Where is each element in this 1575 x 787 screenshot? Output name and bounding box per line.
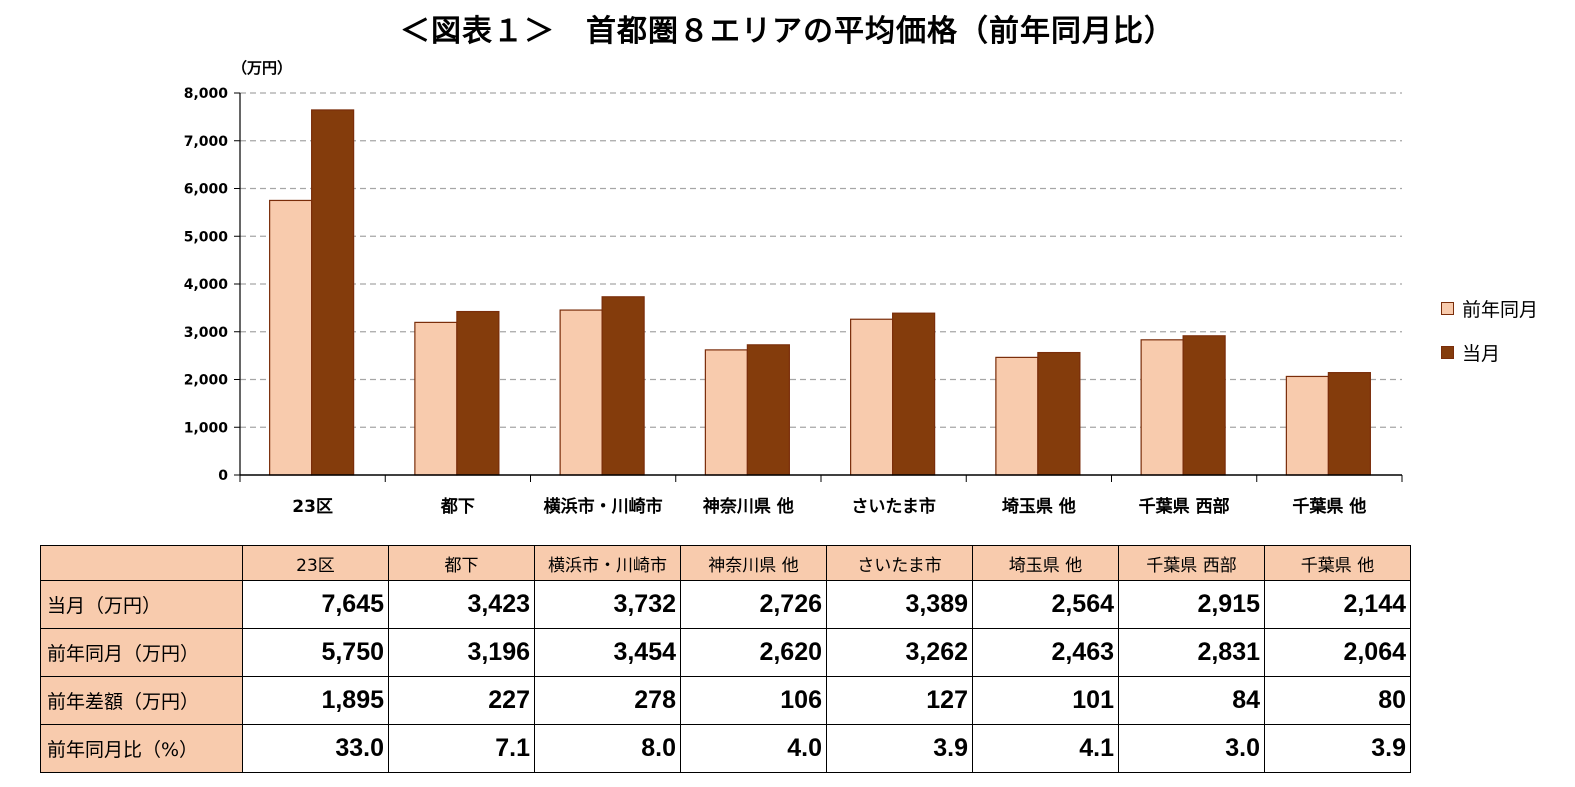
bar-current [456,310,500,476]
legend-item-prev-year: 前年同月 [1441,286,1538,330]
legend-label-current: 当月 [1462,342,1501,365]
table-row-label: 前年同月比（%） [40,724,243,773]
x-category-label: 23区 [292,497,333,517]
x-category-label: 埼玉県 他 [1002,496,1076,517]
table-value-cell: 2,463 [972,628,1119,677]
bar-current [892,312,936,476]
table-value-cell: 101 [972,676,1119,725]
table-value-cell: 106 [680,676,827,725]
y-tick-label: 4,000 [184,277,229,293]
table-value-cell: 4.0 [680,724,827,773]
table-row-label: 前年同月（万円） [40,628,243,677]
table-value-cell: 33.0 [242,724,389,773]
table-value-cell: 127 [826,676,973,725]
table-value-cell: 3,389 [826,580,973,629]
data-table: 23区 都下 横浜市・川崎市 神奈川県 他さいたま市 埼玉県 他千葉県 西部 千葉県 他当… [40,545,1411,773]
table-value-cell: 3.9 [1264,724,1411,773]
table-value-cell: 227 [388,676,535,725]
bar-prev-year [269,199,313,476]
legend-swatch-prev-year [1441,301,1454,315]
bar-prev-year [850,318,894,476]
bar-current [1037,351,1081,476]
legend: 前年同月 当月 [1441,286,1538,374]
table-value-cell: 3.0 [1118,724,1265,773]
table-value-cell: 3,423 [388,580,535,629]
y-tick-label: 7,000 [184,134,229,150]
table-value-cell: 1,895 [242,676,389,725]
table-row: 前年差額（万円） 1,895 227 278 106 127 101 84 80 [40,676,1411,725]
chart-title: ＜図表１＞ 首都圏８エリアの平均価格（前年同月比） [400,14,1175,49]
table-header-cell: 都下 [388,545,535,581]
table-value-cell: 278 [534,676,681,725]
y-tick-label: 2,000 [184,373,229,389]
table-value-cell: 7,645 [242,580,389,629]
table-header-row: 23区 都下 横浜市・川崎市 神奈川県 他さいたま市 埼玉県 他千葉県 西部 千葉県 他 [40,545,1411,581]
legend-item-current: 当月 [1441,330,1538,374]
table-value-cell: 84 [1118,676,1265,725]
table-value-cell: 2,620 [680,628,827,677]
y-tick-label: 0 [218,468,228,484]
x-category-label: 千葉県 西部 [1139,496,1230,517]
table-corner-cell [40,545,243,581]
table-value-cell: 80 [1264,676,1411,725]
table-value-cell: 3,196 [388,628,535,677]
table-row-label: 前年差額（万円） [40,676,243,725]
bar-current [1327,372,1371,476]
table-value-cell: 2,915 [1118,580,1265,629]
table-value-cell: 3,262 [826,628,973,677]
table-value-cell: 2,064 [1264,628,1411,677]
table-value-cell: 2,564 [972,580,1119,629]
y-tick-label: 8,000 [184,86,229,102]
table-header-cell: さいたま市 [826,545,973,581]
x-category-label: 神奈川県 他 [703,496,794,517]
table-row-label: 当月（万円） [40,580,243,629]
bar-current [601,296,645,476]
y-tick-label: 1,000 [184,420,229,436]
bar-current [311,109,355,476]
table-value-cell: 2,831 [1118,628,1265,677]
table-value-cell: 4.1 [972,724,1119,773]
bar-prev-year [414,321,458,476]
table-value-cell: 2,726 [680,580,827,629]
y-axis-unit-label: （万円） [232,59,293,77]
table-row: 前年同月比（%） 33.0 7.1 8.0 4.0 3.9 4.1 3.0 3.9 [40,724,1411,773]
y-tick-label: 6,000 [184,182,229,198]
bar-current [746,344,790,476]
y-tick-label: 5,000 [184,229,229,245]
table-value-cell: 2,144 [1264,580,1411,629]
table-header-cell: 千葉県 他 [1264,545,1411,581]
bar-prev-year [1285,375,1329,476]
bar-chart: 0 1,000 2,000 3,000 4,000 5,000 6,000 7,000 8,00… [184,86,1403,517]
table-value-cell: 3,732 [534,580,681,629]
table-header-cell: 23区 [242,545,389,581]
x-category-label: 都下 [440,496,475,517]
table-value-cell: 3.9 [826,724,973,773]
bar-prev-year [995,356,1039,476]
bar-prev-year [704,349,748,476]
table-row: 前年同月（万円） 5,750 3,196 3,454 2,620 3,262 2,463 2,… [40,628,1411,677]
table-value-cell: 7.1 [388,724,535,773]
table-row: 当月（万円） 7,645 3,423 3,732 2,726 3,389 2,564 2,91… [40,580,1411,629]
bar-current [1182,335,1226,476]
legend-swatch-current [1441,345,1454,359]
bar-prev-year [1140,339,1184,476]
table-value-cell: 3,454 [534,628,681,677]
table-value-cell: 8.0 [534,724,681,773]
bar-prev-year [559,309,603,476]
table-header-cell: 千葉県 西部 [1118,545,1265,581]
table-header-cell: 横浜市・川崎市 [534,545,681,581]
x-category-label: 横浜市・川崎市 [544,496,663,517]
x-category-label: 千葉県 他 [1292,496,1366,517]
table-value-cell: 5,750 [242,628,389,677]
legend-label-prev-year: 前年同月 [1462,298,1539,321]
table-header-cell: 埼玉県 他 [972,545,1119,581]
x-category-label: さいたま市 [851,496,936,517]
table-header-cell: 神奈川県 他 [680,545,827,581]
y-tick-label: 3,000 [184,325,229,341]
